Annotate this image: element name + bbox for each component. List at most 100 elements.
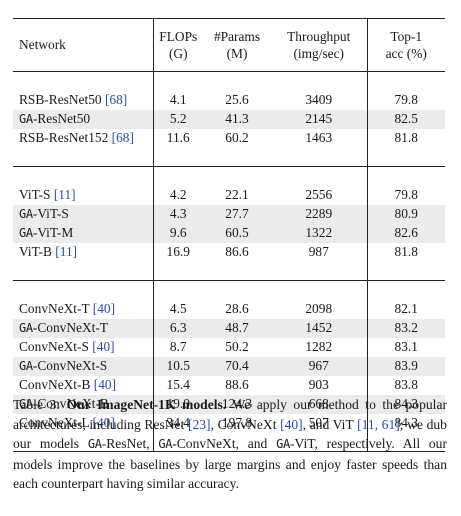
ga-prefix: GA xyxy=(19,226,33,241)
cell-network: RSB-ResNet152 [68] xyxy=(13,128,154,148)
citation-link[interactable]: [68] xyxy=(104,92,128,108)
cell-flops: 4.1 xyxy=(169,92,187,108)
spacer-cell xyxy=(13,432,154,452)
group-spacer xyxy=(13,166,445,186)
caption-text: -ConvNeXt, and xyxy=(172,436,277,452)
ga-prefix: GA xyxy=(87,437,102,452)
cell-network: ConvNeXt-B [40] xyxy=(13,375,154,395)
cell-params: 60.2 xyxy=(225,130,249,146)
header-flops-line1: FLOPs xyxy=(159,29,198,44)
cell-throughput: 1463 xyxy=(305,130,333,146)
table-row: RSB-ResNet50 [68] 4.1 25.6 3409 79.8 xyxy=(13,90,445,110)
cell-flops: 15.4 xyxy=(166,377,190,393)
spacer-cell xyxy=(271,281,367,300)
spacer-cell xyxy=(366,280,445,300)
table-row: GA-ConvNeXt-S 10.5 70.4 967 83.9 xyxy=(13,356,445,376)
cell-network: GA-ViT-M xyxy=(13,223,154,243)
cell-top1: 80.9 xyxy=(366,204,445,224)
header-params-line1: #Params xyxy=(213,29,261,44)
ga-prefix: GA xyxy=(276,437,290,452)
citation-link[interactable]: [11, 61] xyxy=(357,416,400,432)
cell-network: GA-ConvNeXt-S xyxy=(13,356,154,376)
network-name: -ConvNeXt-T xyxy=(32,320,108,336)
spacer-cell xyxy=(153,281,203,300)
header-flops: FLOPs (G) xyxy=(153,18,203,72)
ga-prefix: GA xyxy=(19,359,33,374)
header-throughput-line1: Throughput xyxy=(287,29,351,44)
cell-top1: 82.5 xyxy=(366,109,445,129)
spacer-cell xyxy=(13,147,154,167)
group-spacer xyxy=(13,261,445,281)
table-caption: Table 3: Our ImageNet-1K models. We appl… xyxy=(13,395,447,494)
table-row: GA-ViT-M 9.6 60.5 1322 82.6 xyxy=(13,223,445,243)
header-top1-line1: Top-1 xyxy=(390,29,423,44)
group-spacer xyxy=(13,71,445,91)
header-throughput-line2: (img/sec) xyxy=(293,46,345,61)
network-name: ConvNeXt-S xyxy=(19,339,89,355)
citation-link[interactable]: [11] xyxy=(53,187,76,203)
header-network-label: Network xyxy=(19,37,66,53)
caption-title: Our ImageNet-1K models. xyxy=(66,397,227,412)
header-flops-line2: (G) xyxy=(168,46,188,61)
cell-throughput: 1452 xyxy=(271,318,367,338)
caption-text: , and ViT xyxy=(302,416,358,432)
cell-params: 88.6 xyxy=(225,377,249,393)
caption-label: Table 3: xyxy=(13,397,61,412)
cell-flops: 4.5 xyxy=(169,301,187,317)
spacer-cell xyxy=(13,166,154,186)
cell-network: ConvNeXt-S [40] xyxy=(13,337,154,357)
citation-link[interactable]: [68] xyxy=(111,130,134,146)
citation-link[interactable]: [40] xyxy=(92,339,115,355)
cell-params: 22.1 xyxy=(225,187,249,203)
cell-top1: 83.1 xyxy=(366,337,445,357)
group-spacer xyxy=(13,432,445,452)
cell-throughput: 987 xyxy=(308,244,329,260)
group-spacer xyxy=(13,147,445,167)
network-name: -ViT-M xyxy=(32,225,74,241)
network-name: ConvNeXt-B xyxy=(19,377,91,393)
cell-params: 25.6 xyxy=(225,92,249,108)
cell-top1: 81.8 xyxy=(366,128,445,148)
spacer-cell xyxy=(271,261,367,281)
spacer-cell xyxy=(271,147,367,167)
cell-top1: 83.8 xyxy=(366,375,445,395)
cell-throughput: 2145 xyxy=(271,109,367,129)
network-name: ConvNeXt-T xyxy=(19,301,90,317)
spacer-cell xyxy=(203,167,271,186)
citation-link[interactable]: [40] xyxy=(280,416,303,432)
network-name: RSB-ResNet152 xyxy=(19,130,109,146)
caption-text: We apply our method to the popular archi… xyxy=(13,397,448,432)
spacer-cell xyxy=(203,147,271,167)
cell-throughput: 3409 xyxy=(305,92,333,108)
cell-throughput: 2098 xyxy=(305,301,333,317)
cell-top1: 83.2 xyxy=(366,318,445,338)
network-name: -ViT-S xyxy=(32,206,69,222)
cell-params: 86.6 xyxy=(225,244,249,260)
header-top1: Top-1 acc (%) xyxy=(366,18,445,72)
cell-params: 50.2 xyxy=(225,339,249,355)
citation-link[interactable]: [40] xyxy=(92,301,116,317)
citation-link[interactable]: [23] xyxy=(187,416,211,432)
cell-top1: 79.8 xyxy=(366,90,445,110)
spacer-cell xyxy=(271,167,367,186)
citation-link[interactable]: [11] xyxy=(55,244,78,260)
table-row: RSB-ResNet152 [68] 11.6 60.2 1463 81.8 xyxy=(13,128,445,148)
cell-throughput: 507 xyxy=(308,415,329,431)
results-table: Network FLOPs (G) #Params (M) Throughput (i… xyxy=(13,18,445,452)
cell-flops: 4.2 xyxy=(169,187,187,203)
cell-flops: 19.0 xyxy=(153,394,203,414)
spacer-cell xyxy=(13,71,154,91)
spacer-cell xyxy=(366,166,445,186)
table-row: GA-ConvNeXt-B 19.0 124.3 668 84.3 xyxy=(13,394,445,414)
header-throughput: Throughput (img/sec) xyxy=(271,18,367,72)
spacer-cell xyxy=(203,261,271,281)
cell-params: 124.3 xyxy=(203,394,271,414)
citation-link[interactable]: [40] xyxy=(92,415,115,431)
network-name: -ResNet50 xyxy=(32,111,91,127)
caption-text: -ViT, respectively. All our models impro… xyxy=(13,436,447,492)
spacer-cell xyxy=(203,72,271,91)
citation-link[interactable]: [40] xyxy=(93,377,117,393)
spacer-cell xyxy=(153,72,203,91)
table-row: ConvNeXt-S [40] 8.7 50.2 1282 83.1 xyxy=(13,337,445,357)
spacer-cell xyxy=(153,147,203,167)
